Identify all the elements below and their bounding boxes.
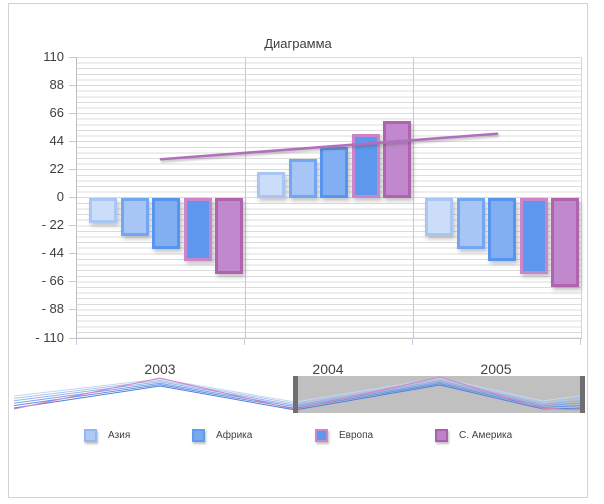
category-separator <box>413 57 414 338</box>
bar-Азия-2005 <box>425 197 453 236</box>
y-axis-tick <box>69 197 76 199</box>
y-axis-label: 110 <box>43 49 64 64</box>
legend-item-С. Америка: С. Америка <box>435 427 512 443</box>
legend-label: С. Америка <box>459 429 513 441</box>
y-axis-label: 44 <box>49 133 64 149</box>
bar-С. Америка-2005 <box>551 197 580 287</box>
bar-Африка-2005 <box>456 197 485 249</box>
bar-series3-2003 <box>152 197 181 249</box>
legend-label: Европа <box>339 429 374 441</box>
y-axis-label: - 110 <box>35 329 64 345</box>
y-axis-tick <box>69 57 76 58</box>
legend-label: Африка <box>216 429 253 441</box>
y-axis-tick <box>69 225 76 227</box>
legend-swatch <box>84 428 97 442</box>
y-axis-label: - 88 <box>41 301 64 317</box>
y-axis-tick <box>69 85 76 87</box>
legend-swatch <box>315 428 328 442</box>
plot-area <box>76 57 582 339</box>
y-axis-label: - 66 <box>41 273 64 289</box>
navigator-preview-line <box>13 383 585 409</box>
bar-Европа-2003 <box>183 197 212 262</box>
bar-С. Америка-2004 <box>383 121 412 198</box>
y-axis-label: - 22 <box>41 217 64 233</box>
legend-swatch <box>192 428 205 442</box>
y-axis-tick <box>69 253 76 255</box>
chart-title: Диаграмма <box>264 36 332 51</box>
navigator-preview-line <box>13 377 585 403</box>
bar-Африка-2003 <box>120 197 149 236</box>
bar-Африка-2004 <box>288 159 317 198</box>
x-axis-tick <box>412 339 413 345</box>
y-axis-label: 0 <box>56 189 64 205</box>
legend: Азия Африка Европа С. Америка <box>0 427 604 443</box>
bar-С. Америка-2003 <box>215 197 244 274</box>
y-axis-tick <box>69 309 76 311</box>
y-axis-label: 88 <box>49 77 64 93</box>
y-axis-tick <box>69 141 76 143</box>
y-axis-label: 66 <box>49 105 64 121</box>
x-axis-tick <box>76 339 77 345</box>
year-label: 2005 <box>480 361 512 377</box>
year-label: 2003 <box>144 361 176 377</box>
navigator-preview-lines <box>13 376 585 411</box>
bar-Азия-2003 <box>89 197 117 223</box>
legend-swatch <box>435 428 448 442</box>
bar-Европа-2005 <box>519 197 548 274</box>
y-axis-tick <box>69 169 76 171</box>
bar-series3-2004 <box>320 146 349 198</box>
legend-label: Азия <box>108 429 131 441</box>
bar-Европа-2004 <box>351 133 380 198</box>
bar-series3-2005 <box>488 197 517 262</box>
x-axis-tick <box>580 339 581 345</box>
year-label: 2004 <box>312 361 344 377</box>
range-navigator <box>10 376 585 413</box>
x-axis-tick <box>244 339 245 345</box>
range-handle-left[interactable] <box>293 376 298 413</box>
y-axis-label: - 44 <box>41 245 64 261</box>
y-axis-label: 22 <box>49 161 64 177</box>
y-axis-tick <box>69 337 76 339</box>
legend-item-Европа: Европа <box>315 427 373 443</box>
bar-Азия-2004 <box>257 172 285 198</box>
y-axis-tick <box>69 281 76 283</box>
legend-item-Азия: Азия <box>84 427 130 443</box>
legend-item-Африка: Африка <box>192 427 252 443</box>
range-handle-right[interactable] <box>580 376 585 413</box>
category-separator <box>245 57 246 338</box>
navigator-preview-line <box>13 381 585 408</box>
y-axis-tick <box>69 113 76 115</box>
navigator-preview-accent-line <box>13 376 585 411</box>
